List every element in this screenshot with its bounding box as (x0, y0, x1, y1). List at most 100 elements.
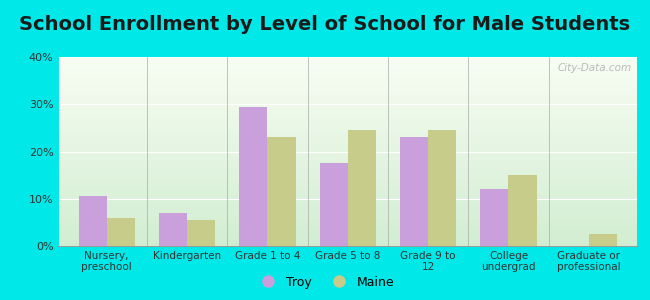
Bar (58, 182, 637, 183)
Bar (58, 169, 637, 170)
Bar (58, 101, 637, 102)
Bar (58, 153, 637, 154)
Bar (58, 200, 637, 201)
Bar (58, 163, 637, 164)
Bar (58, 219, 637, 220)
Bar (58, 84, 637, 85)
Bar (428, 130, 456, 246)
Bar (58, 104, 637, 105)
Bar (58, 100, 637, 101)
Bar (58, 224, 637, 225)
Bar (58, 158, 637, 159)
Bar (58, 90, 637, 91)
Bar (58, 134, 637, 135)
Bar (58, 213, 637, 214)
Bar (58, 98, 637, 99)
Bar (58, 111, 637, 112)
Bar (58, 63, 637, 64)
Bar (107, 218, 135, 246)
Bar (58, 193, 637, 194)
Bar (58, 94, 637, 95)
Bar (58, 195, 637, 196)
Bar (58, 233, 637, 234)
Bar (58, 214, 637, 215)
Bar (58, 146, 637, 147)
Bar (58, 230, 637, 231)
Bar (58, 86, 637, 87)
Text: City-Data.com: City-Data.com (557, 63, 631, 73)
Bar (58, 133, 637, 134)
Bar (58, 164, 637, 165)
Bar (58, 149, 637, 150)
Bar (159, 213, 187, 246)
Bar (58, 208, 637, 209)
Bar (58, 116, 637, 118)
Bar (58, 150, 637, 151)
Text: School Enrollment by Level of School for Male Students: School Enrollment by Level of School for… (20, 15, 630, 34)
Bar (58, 155, 637, 156)
Bar (58, 77, 637, 78)
Bar (58, 106, 637, 107)
Bar (58, 172, 637, 173)
Bar (58, 177, 637, 178)
Bar (58, 176, 637, 177)
Bar (58, 239, 637, 240)
Bar (58, 234, 637, 235)
Bar (58, 122, 637, 123)
Bar (58, 72, 637, 73)
Bar (58, 139, 637, 140)
Bar (58, 188, 637, 189)
Bar (58, 226, 637, 227)
Bar (58, 120, 637, 121)
Bar (58, 241, 637, 242)
Bar (58, 103, 637, 104)
Bar (58, 198, 637, 199)
Bar (58, 156, 637, 157)
Bar (58, 231, 637, 232)
Bar (58, 136, 637, 137)
Bar (58, 175, 637, 176)
Bar (58, 143, 637, 144)
Bar (58, 221, 637, 222)
Bar (58, 118, 637, 119)
Bar (58, 71, 637, 72)
Bar (58, 119, 637, 120)
Bar (58, 85, 637, 86)
Bar (79, 196, 107, 246)
Bar (58, 184, 637, 185)
Bar (58, 187, 637, 188)
Bar (58, 222, 637, 223)
Bar (480, 189, 508, 246)
Bar (58, 73, 637, 74)
Bar (58, 183, 637, 184)
Bar (58, 168, 637, 169)
Bar (58, 191, 637, 192)
Bar (58, 61, 637, 62)
Bar (58, 206, 637, 207)
Bar (58, 109, 637, 110)
Bar (58, 114, 637, 115)
Bar (58, 223, 637, 224)
Bar (58, 199, 637, 200)
Bar (58, 68, 637, 69)
Bar (58, 95, 637, 96)
Bar (58, 79, 637, 80)
Bar (58, 135, 637, 136)
Bar (58, 83, 637, 84)
Bar (58, 76, 637, 77)
Bar (58, 107, 637, 108)
Bar (58, 78, 637, 79)
Bar (58, 151, 637, 152)
Bar (58, 192, 637, 193)
Bar (58, 62, 637, 63)
Bar (58, 82, 637, 83)
Bar (58, 204, 637, 206)
Bar (58, 118, 637, 119)
Bar (58, 93, 637, 94)
Bar (58, 240, 637, 241)
Bar (58, 170, 637, 171)
Bar (58, 243, 637, 244)
Bar (58, 102, 637, 103)
Bar (589, 234, 617, 246)
Bar (58, 212, 637, 213)
